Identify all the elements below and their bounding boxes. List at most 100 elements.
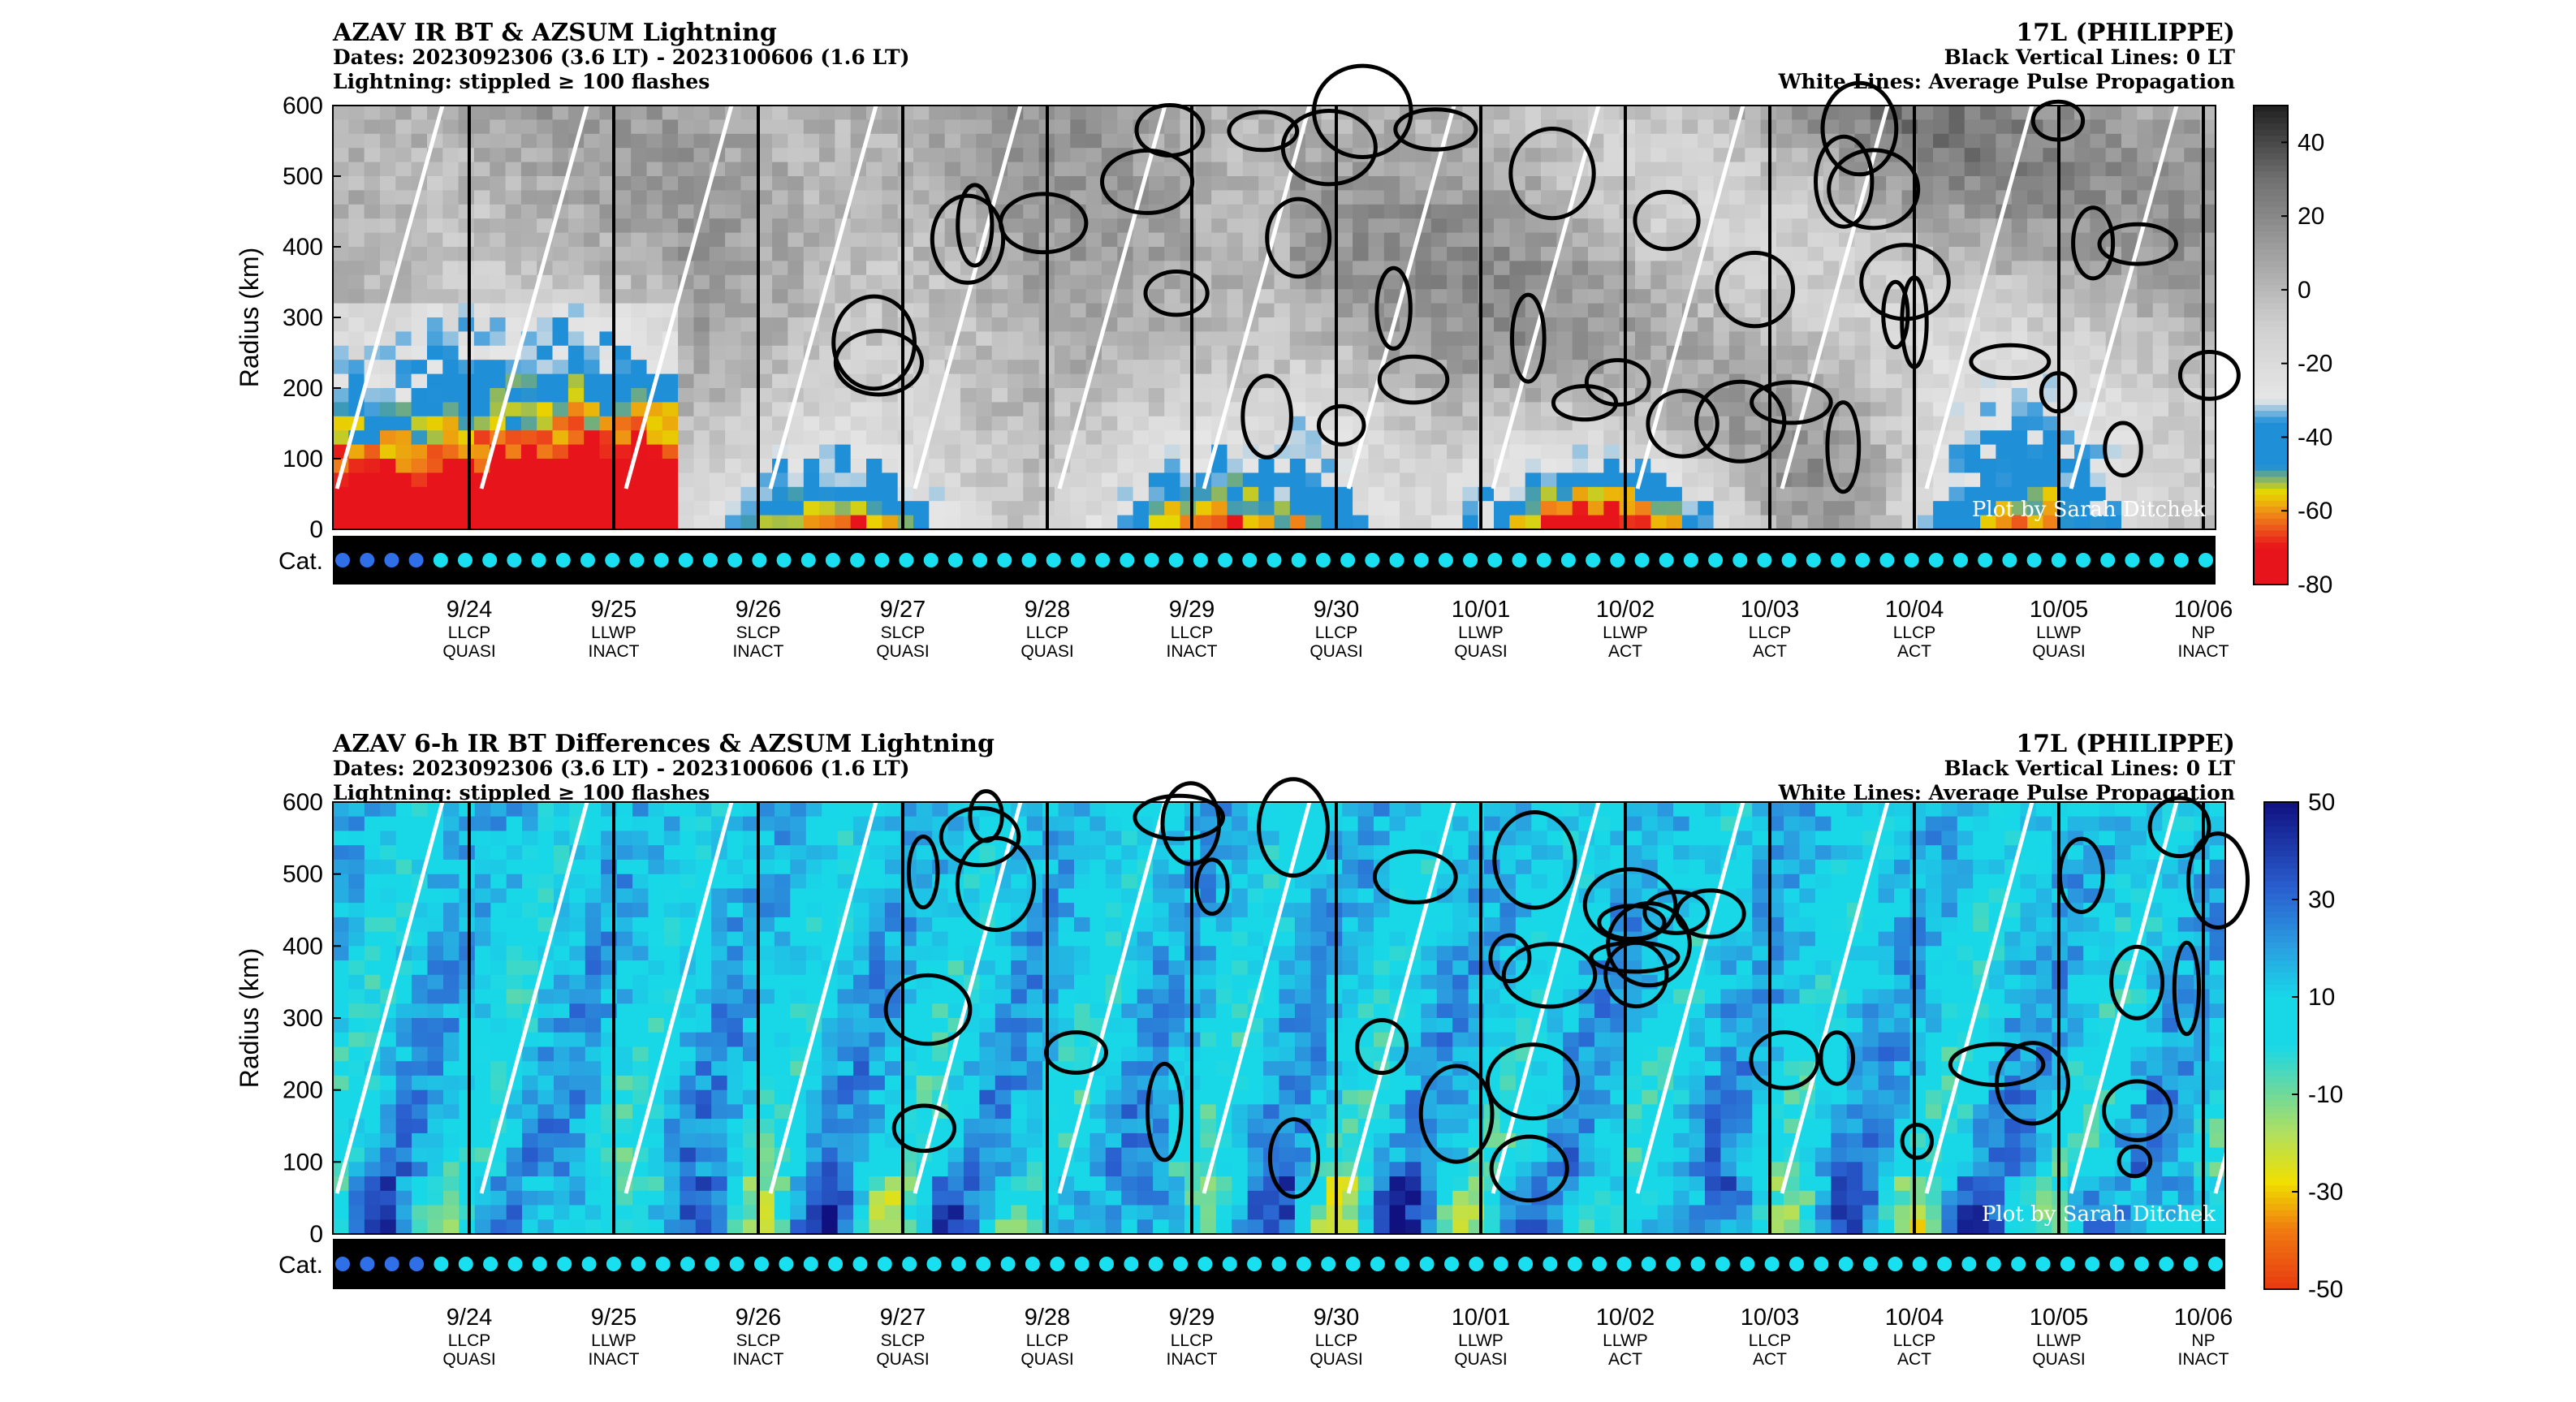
category-dot <box>727 553 743 567</box>
category-dot <box>951 1257 966 1271</box>
lightning-contour <box>891 1103 957 1154</box>
colorbar-tick-label: -80 <box>2298 572 2332 598</box>
date-label: 10/02 <box>1596 597 1655 623</box>
category-dot <box>360 1257 375 1271</box>
date-label: 10/03 <box>1741 597 1800 623</box>
category-dot <box>1493 1257 1508 1271</box>
category-dot <box>1099 1257 1114 1271</box>
pulse-propagation-line <box>334 801 445 1194</box>
category-dot <box>1296 1257 1311 1271</box>
y-tick-label: 600 <box>283 789 323 816</box>
category-dot <box>1838 1257 1853 1271</box>
category-dot <box>1370 1257 1385 1271</box>
category-dot <box>1000 1257 1016 1271</box>
lightning-contour <box>1280 109 1378 187</box>
y-axis-label: Radius (km) <box>235 948 264 1088</box>
category-dot <box>409 1257 425 1271</box>
date-label: 9/28 <box>1025 597 1070 623</box>
category-dot <box>1814 1257 1829 1271</box>
colorbar-tick-label: -30 <box>2308 1179 2343 1206</box>
phase-label: LLCP <box>1315 1331 1358 1350</box>
lightning-contour <box>1160 781 1222 866</box>
category-dot <box>1543 1257 1558 1271</box>
storm-name: 17L (PHILIPPE) <box>2016 730 2235 758</box>
category-dot <box>507 553 522 567</box>
category-dot <box>1641 1257 1656 1271</box>
lightning-contour <box>2177 350 2241 401</box>
phase-label: LLCP <box>448 1331 491 1350</box>
panel-title: AZAV IR BT & AZSUM Lightning <box>333 19 777 47</box>
category-dot <box>1986 1257 2001 1271</box>
category-dot <box>434 1257 449 1271</box>
category-dots <box>335 553 2213 567</box>
date-label: 9/27 <box>880 1305 926 1331</box>
lightning-contour <box>1227 110 1300 153</box>
category-dot <box>1222 1257 1237 1271</box>
date-label: 9/30 <box>1314 1305 1359 1331</box>
lightning-contour <box>1825 400 1862 494</box>
lightning-contour <box>1372 849 1458 904</box>
state-label: QUASI <box>442 1350 495 1369</box>
colorbar: 50 30 10 -10 -30 -50 <box>2263 789 2343 1303</box>
category-dot <box>1340 553 1356 567</box>
y-tick-label: 100 <box>283 1149 323 1176</box>
category-dot <box>2076 553 2091 567</box>
y-tick-label: 100 <box>283 446 323 472</box>
date-label: 9/30 <box>1314 597 1359 623</box>
heatmap-field <box>333 802 2226 1235</box>
category-dot <box>1070 553 1085 567</box>
category-dot <box>852 1257 868 1271</box>
category-dot <box>776 553 792 567</box>
category-dot <box>384 1257 399 1271</box>
category-dot <box>458 553 472 567</box>
pulse-propagation-lines <box>334 105 2324 490</box>
category-dot <box>1863 1257 1878 1271</box>
category-dot <box>1912 1257 1927 1271</box>
category-dot <box>754 1257 769 1271</box>
lightning-contour <box>1377 354 1450 405</box>
y-tick-label: 500 <box>283 861 323 888</box>
state-label: ACT <box>1608 1350 1642 1369</box>
phase-label: LLCP <box>1893 623 1936 642</box>
date-label: 9/27 <box>880 597 926 623</box>
date-label: 9/26 <box>736 597 781 623</box>
colorbar-tick-label: 50 <box>2308 789 2335 816</box>
category-label: Cat. <box>278 1252 323 1279</box>
category-dot <box>1879 553 1895 567</box>
lightning-contour <box>1551 384 1619 422</box>
lightning-contour <box>1393 107 1478 152</box>
pulse-propagation-line <box>1924 801 2034 1194</box>
category-dot <box>1487 553 1503 567</box>
y-tick-label: 0 <box>309 1221 323 1248</box>
category-dot <box>1659 553 1674 567</box>
state-label: INACT <box>2178 1350 2229 1369</box>
category-dot <box>1953 553 1968 567</box>
lightning-contour <box>938 805 1021 868</box>
category-dot <box>1144 553 1159 567</box>
category-dot <box>1904 553 1919 567</box>
lightning-contour <box>883 973 973 1046</box>
category-dot <box>655 1257 671 1271</box>
category-dot <box>1345 1257 1361 1271</box>
category-dot <box>1764 1257 1780 1271</box>
phase-label: LLCP <box>1171 1331 1214 1350</box>
date-label: 9/28 <box>1025 1305 1070 1331</box>
category-dot <box>976 1257 991 1271</box>
category-dot <box>1806 553 1821 567</box>
category-dot <box>1937 1257 1952 1271</box>
state-label: ACT <box>1753 642 1787 661</box>
colorbar-tick-label: 20 <box>2298 203 2324 230</box>
category-dot <box>2173 553 2189 567</box>
lightning-contour <box>906 835 940 910</box>
pulse-propagation-line <box>1346 105 1456 490</box>
category-dot <box>1148 1257 1163 1271</box>
category-dot <box>2011 1257 2026 1271</box>
state-label: QUASI <box>1454 1350 1507 1369</box>
lightning-contour <box>1969 343 2052 381</box>
pulse-propagation-line <box>1635 801 1745 1194</box>
state-label: ACT <box>1608 642 1642 661</box>
storm-name: 17L (PHILIPPE) <box>2016 19 2235 47</box>
date-label: 9/29 <box>1169 1305 1215 1331</box>
pulse-propagation-line <box>624 801 734 1194</box>
lightning-contour <box>1100 148 1195 215</box>
